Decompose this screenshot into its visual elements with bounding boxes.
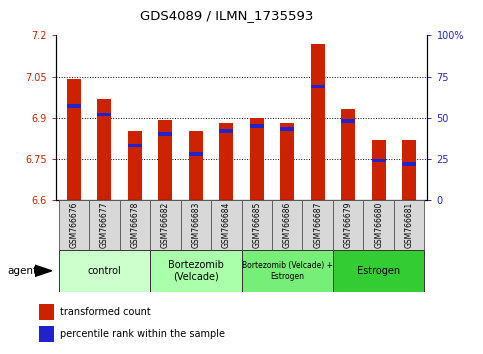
Bar [402, 139, 416, 200]
Bar [128, 131, 142, 200]
Bar [39, 326, 54, 342]
Text: Bortezomib
(Velcade): Bortezomib (Velcade) [168, 260, 224, 282]
Bar [58, 250, 150, 292]
Text: GSM766681: GSM766681 [405, 202, 413, 248]
Text: GSM766685: GSM766685 [252, 201, 261, 248]
Bar [39, 304, 54, 320]
Bar [341, 119, 355, 123]
Bar [242, 200, 272, 250]
Text: Bortezomib (Velcade) +
Estrogen: Bortezomib (Velcade) + Estrogen [242, 261, 333, 280]
Bar [67, 104, 81, 108]
Bar [120, 200, 150, 250]
Bar [372, 159, 385, 162]
Bar [219, 123, 233, 200]
Bar [67, 79, 81, 200]
Bar [302, 200, 333, 250]
Text: transformed count: transformed count [60, 307, 151, 318]
Bar [280, 123, 294, 200]
Text: control: control [87, 266, 121, 276]
Bar [363, 200, 394, 250]
Bar [128, 144, 142, 148]
Bar [311, 44, 325, 200]
Text: GSM766680: GSM766680 [374, 201, 383, 248]
Bar [372, 139, 385, 200]
Bar [158, 132, 172, 136]
Text: Estrogen: Estrogen [357, 266, 400, 276]
Bar [211, 200, 242, 250]
Text: GSM766686: GSM766686 [283, 201, 292, 248]
Text: GSM766676: GSM766676 [70, 201, 78, 248]
Bar [189, 152, 203, 156]
Bar [341, 109, 355, 200]
Text: GDS4089 / ILMN_1735593: GDS4089 / ILMN_1735593 [141, 9, 313, 22]
Bar [394, 200, 425, 250]
Bar [181, 200, 211, 250]
Bar [250, 124, 264, 128]
Bar [58, 200, 89, 250]
Text: GSM766684: GSM766684 [222, 201, 231, 248]
Bar [98, 113, 111, 116]
Text: GSM766677: GSM766677 [100, 201, 109, 248]
Bar [333, 250, 425, 292]
Bar [272, 200, 302, 250]
Text: GSM766678: GSM766678 [130, 201, 139, 248]
Bar [158, 120, 172, 200]
Text: GSM766682: GSM766682 [161, 202, 170, 248]
Bar [250, 118, 264, 200]
Polygon shape [35, 265, 52, 276]
Bar [89, 200, 120, 250]
Text: GSM766683: GSM766683 [191, 201, 200, 248]
Bar [150, 250, 242, 292]
Text: GSM766679: GSM766679 [344, 201, 353, 248]
Bar [311, 85, 325, 88]
Bar [98, 98, 111, 200]
Bar [242, 250, 333, 292]
Text: percentile rank within the sample: percentile rank within the sample [60, 330, 225, 339]
Bar [280, 127, 294, 131]
Bar [402, 162, 416, 166]
Bar [150, 200, 181, 250]
Bar [219, 129, 233, 133]
Text: agent: agent [7, 266, 37, 276]
Bar [189, 131, 203, 200]
Bar [333, 200, 363, 250]
Text: GSM766687: GSM766687 [313, 201, 322, 248]
